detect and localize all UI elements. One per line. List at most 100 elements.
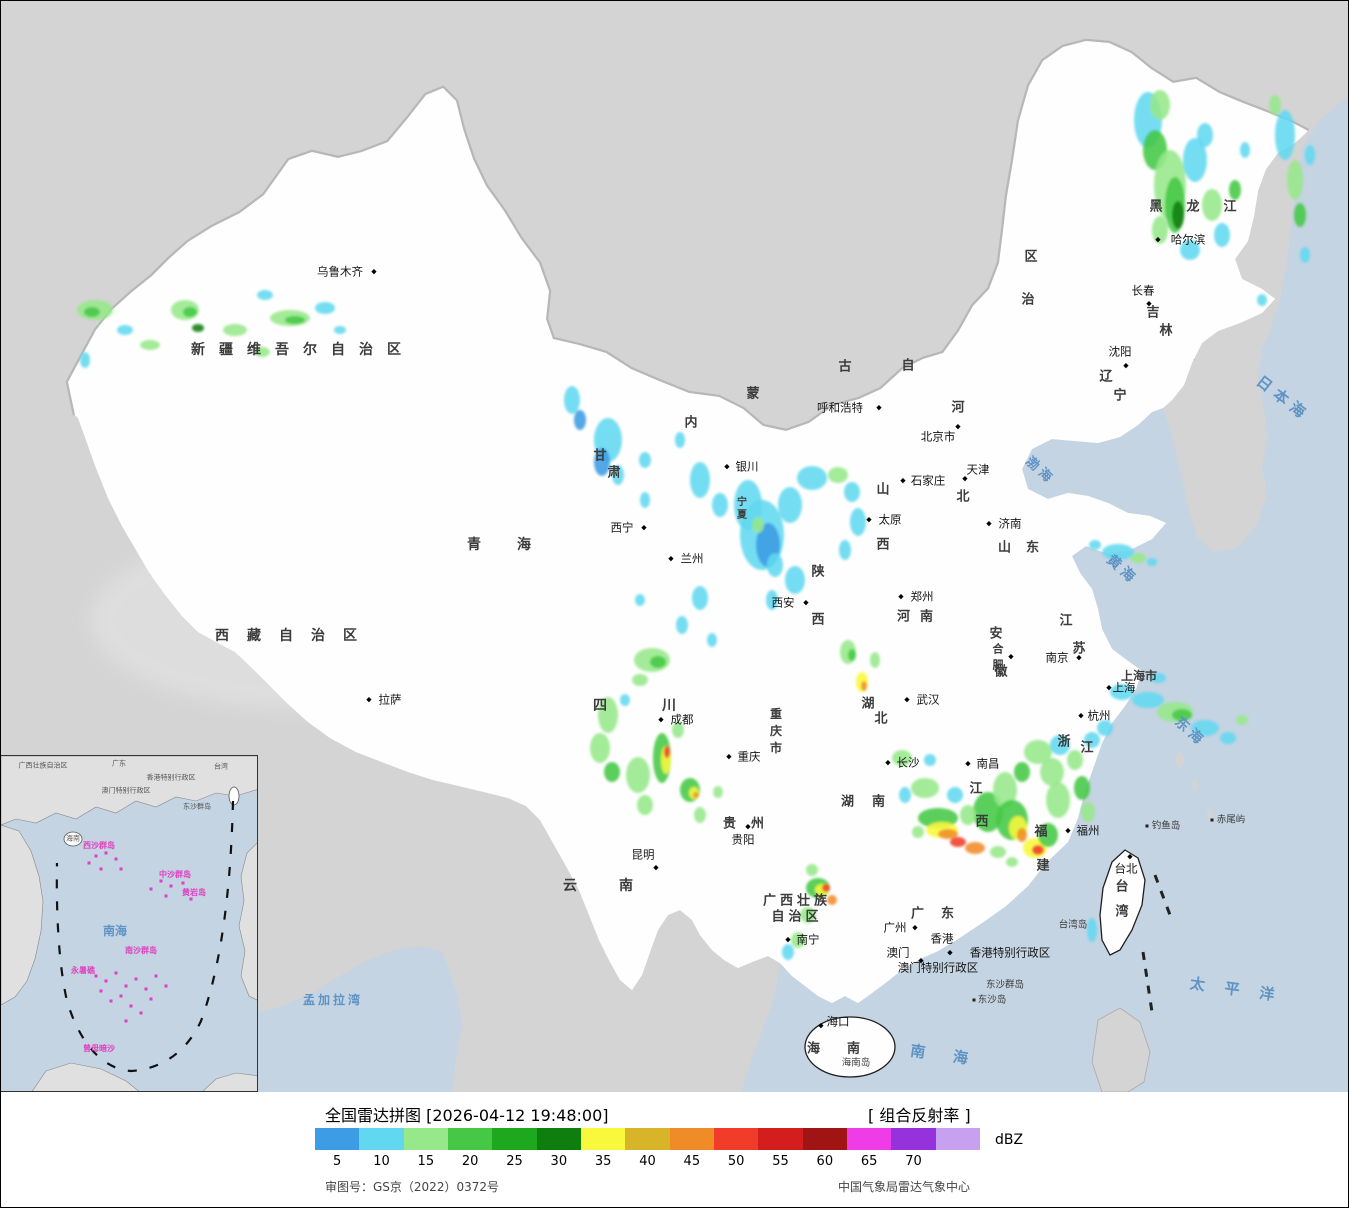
china-radar-map: 新疆维吾尔自治区 西藏自治区 青海甘肃四川 云南 贵州 广西壮族 自治区 广东 海南 湖南湖北河南…	[0, 0, 1349, 1093]
inset-island-group-label: 西沙群岛	[83, 841, 115, 850]
radar-echo	[84, 307, 100, 317]
radar-echo	[822, 884, 830, 892]
inset-island-dot	[119, 867, 123, 871]
city-label: 南昌	[976, 756, 1000, 771]
inset-philippines-land	[238, 842, 257, 1001]
radar-echo	[612, 465, 624, 485]
province-label: 自	[901, 358, 915, 374]
radar-echo	[1202, 189, 1222, 221]
city-marker: ◆	[668, 554, 674, 563]
province-label: 贵州	[722, 816, 780, 832]
radar-echo	[140, 340, 160, 350]
inset-hainan	[63, 831, 83, 847]
city-marker: ◆	[1123, 361, 1129, 370]
province-label: 福	[1034, 824, 1048, 840]
city-label: 南宁	[796, 932, 820, 947]
radar-echo	[950, 837, 966, 847]
radar-echo	[899, 787, 911, 803]
radar-echo	[806, 864, 818, 876]
province-label: 山	[876, 482, 890, 498]
radar-echo	[1102, 544, 1134, 560]
legend-color-cell	[935, 1128, 980, 1150]
radar-echo	[1183, 138, 1207, 182]
city-label: 上海	[1112, 680, 1136, 695]
radar-echo	[973, 792, 1003, 832]
radar-echo	[1229, 180, 1241, 200]
province-label: 宁	[1113, 388, 1127, 404]
province-label: 江	[1059, 613, 1073, 629]
province-label: 蒙	[746, 386, 760, 402]
inset-labels-layer: 南海 西沙群岛 中沙群岛 黄岩岛 南沙群岛 永暑礁 曾母暗沙 广西壮族自治区 广东 台湾 香港特别行…	[1, 756, 257, 1091]
city-label: 香港特别行政区	[969, 945, 1051, 960]
city-label: 郑州	[910, 589, 934, 604]
radar-echo	[640, 492, 650, 508]
inset-island-dot	[154, 974, 158, 978]
province-label: 西	[876, 537, 890, 553]
radar-echo	[1147, 558, 1157, 566]
radar-echo	[1236, 715, 1248, 725]
radar-echo	[1097, 720, 1113, 736]
radar-echo	[712, 493, 728, 517]
radar-echo	[1214, 223, 1230, 247]
city-label: 太原	[878, 512, 902, 527]
legend-value: 70	[905, 1154, 922, 1169]
radar-echo	[117, 325, 133, 335]
city-marker: ◆	[965, 759, 971, 768]
legend-value: 40	[639, 1154, 656, 1169]
city-marker: ◆	[641, 523, 647, 532]
radar-echo	[183, 307, 197, 317]
island-label: 东沙岛	[977, 994, 1007, 1006]
map-canvas	[0, 0, 1349, 1093]
province-label: 肃	[607, 465, 621, 481]
inset-island-dot	[104, 979, 108, 983]
radar-echo	[692, 586, 708, 610]
radar-echo	[1014, 762, 1030, 782]
city-label: 武汉	[916, 692, 940, 707]
legend-unit: dBZ	[995, 1132, 1024, 1148]
island-label: 东沙群岛	[985, 979, 1025, 991]
city-marker: ◆	[912, 923, 918, 932]
legend-value: 30	[550, 1154, 568, 1169]
inset-island-group-label: 中沙群岛	[159, 870, 191, 879]
city-label: 贵阳	[731, 832, 755, 847]
radar-echo	[844, 482, 860, 502]
city-marker: ◆	[986, 519, 992, 528]
legend-value: 60	[816, 1154, 834, 1169]
radar-echo	[713, 786, 723, 798]
inset-canvas	[1, 756, 257, 1091]
radar-echo	[960, 805, 976, 825]
inset-island-group-label: 永暑礁	[71, 966, 95, 975]
radar-echo	[827, 895, 837, 905]
map-title: 全国雷达拼图 [2026-04-12 19:48:00]	[325, 1106, 609, 1125]
inset-island-dot	[94, 854, 98, 858]
inset-island-group-label: 黄岩岛	[182, 888, 206, 897]
radar-echo	[767, 553, 783, 577]
city-label: 石家庄	[910, 473, 946, 488]
radar-echo	[1032, 845, 1044, 855]
city-marker: ◆	[726, 752, 732, 761]
city-label: 兰州	[680, 551, 704, 566]
inset-island-dot	[109, 999, 113, 1003]
province-label: 湖南	[840, 794, 904, 810]
province-label: 江	[969, 781, 983, 797]
province-label: 新疆维吾尔自治区	[191, 342, 415, 358]
radar-echo	[598, 697, 618, 733]
legend-color-cell	[758, 1128, 803, 1150]
ryukyu-islet-1	[1176, 752, 1184, 768]
city-label: 香港	[930, 931, 954, 946]
radar-echo	[990, 846, 1006, 858]
radar-echo	[1294, 203, 1306, 227]
city-marker: ◆	[1065, 826, 1071, 835]
city-marker: ◆	[900, 476, 906, 485]
province-label: 吉	[1146, 305, 1160, 321]
hainan-island	[804, 1016, 896, 1078]
island-label: 赤尾屿	[1216, 814, 1246, 826]
radar-echo	[672, 722, 684, 738]
radar-echo	[694, 807, 706, 823]
radar-echo	[635, 594, 645, 606]
city-marker: ◆	[1076, 653, 1082, 662]
radar-echo	[1257, 294, 1267, 306]
island-dot	[1145, 824, 1149, 828]
radar-echo	[1150, 673, 1166, 683]
province-label: 海南	[806, 1041, 888, 1057]
